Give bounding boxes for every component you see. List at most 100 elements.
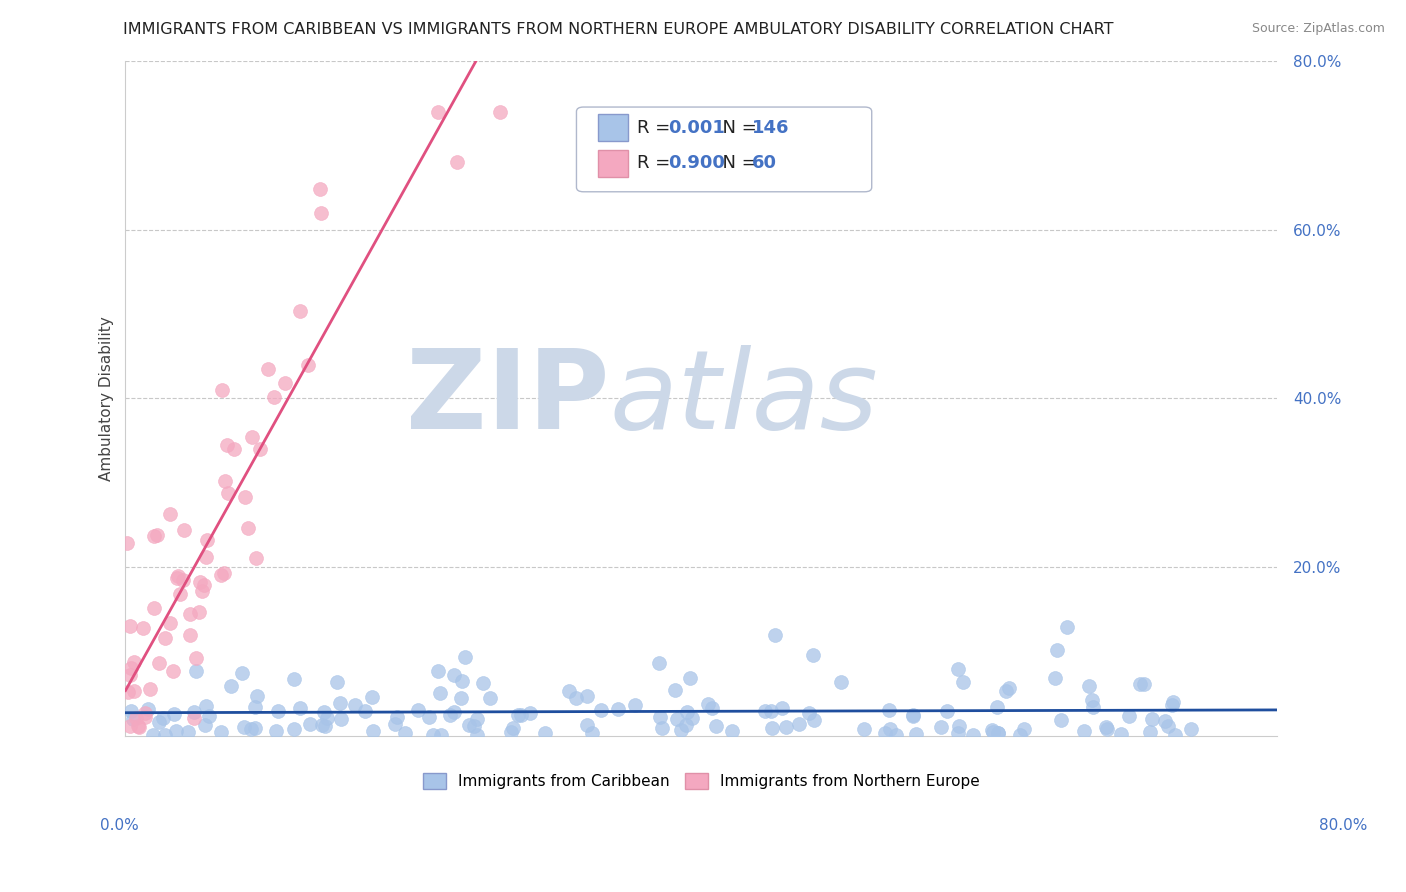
Point [165, 724, 187, 739]
Point [159, 507, 181, 521]
Point [877, 703, 900, 717]
Point [217, 486, 239, 500]
Point [179, 628, 201, 642]
Point [239, 722, 262, 736]
Point [1097, 722, 1119, 736]
Point [502, 722, 524, 736]
Point [948, 719, 970, 733]
Point [330, 712, 353, 726]
Point [1046, 643, 1069, 657]
Point [873, 726, 896, 740]
Point [650, 709, 672, 723]
Point [676, 705, 699, 719]
Point [142, 728, 165, 742]
Point [127, 718, 149, 732]
Point [155, 728, 177, 742]
Point [987, 726, 1010, 740]
Point [1080, 693, 1102, 707]
Point [575, 690, 598, 704]
Point [134, 706, 156, 720]
Point [986, 700, 1008, 714]
Point [624, 698, 647, 713]
Point [195, 533, 218, 548]
Point [463, 719, 485, 733]
Point [1078, 679, 1101, 693]
Point [1164, 728, 1187, 742]
Point [249, 442, 271, 456]
Point [1056, 620, 1078, 634]
Point [184, 651, 207, 665]
Point [209, 568, 232, 582]
Point [418, 710, 440, 724]
Point [1180, 723, 1202, 737]
Point [384, 717, 406, 731]
Point [257, 361, 280, 376]
Text: R =: R = [637, 154, 676, 172]
Point [1140, 712, 1163, 726]
Point [1129, 677, 1152, 691]
Point [394, 726, 416, 740]
Text: R =: R = [637, 119, 676, 136]
Point [1153, 714, 1175, 728]
Point [309, 205, 332, 219]
Point [136, 702, 159, 716]
Point [134, 710, 156, 724]
Point [679, 671, 702, 685]
Point [183, 711, 205, 725]
Text: 146: 146 [752, 119, 790, 136]
Point [450, 691, 472, 706]
Point [360, 690, 382, 704]
Point [329, 696, 352, 710]
Point [1139, 725, 1161, 739]
Point [297, 358, 319, 372]
Point [343, 698, 366, 712]
Point [146, 528, 169, 542]
Point [675, 717, 697, 731]
Point [193, 578, 215, 592]
Point [457, 718, 479, 732]
Point [666, 712, 689, 726]
Point [479, 691, 502, 706]
Point [118, 667, 141, 681]
Text: ZIP: ZIP [406, 345, 609, 452]
Point [775, 720, 797, 734]
Point [246, 689, 269, 703]
Point [120, 719, 142, 733]
Point [557, 683, 579, 698]
Point [903, 708, 925, 723]
Point [1010, 728, 1032, 742]
Point [408, 703, 430, 717]
Point [298, 717, 321, 731]
Point [443, 705, 465, 719]
Text: Source: ZipAtlas.com: Source: ZipAtlas.com [1251, 22, 1385, 36]
Point [426, 104, 449, 119]
Point [173, 523, 195, 537]
Y-axis label: Ambulatory Disability: Ambulatory Disability [100, 316, 114, 481]
Point [565, 690, 588, 705]
Point [1161, 695, 1184, 709]
Point [519, 706, 541, 721]
Point [647, 656, 669, 670]
Point [998, 681, 1021, 695]
Point [651, 721, 673, 735]
Point [194, 718, 217, 732]
Point [288, 303, 311, 318]
Point [700, 701, 723, 715]
Point [177, 725, 200, 739]
Point [128, 720, 150, 734]
Point [143, 601, 166, 615]
Point [231, 666, 253, 681]
Point [443, 667, 465, 681]
Point [1049, 713, 1071, 727]
Point [1157, 719, 1180, 733]
Point [211, 383, 233, 397]
Point [803, 713, 825, 727]
Point [1161, 698, 1184, 712]
Point [696, 697, 718, 711]
Text: 0.900: 0.900 [668, 154, 724, 172]
Point [1109, 726, 1132, 740]
Point [184, 664, 207, 678]
Point [314, 718, 336, 732]
Point [946, 662, 969, 676]
Point [759, 705, 782, 719]
